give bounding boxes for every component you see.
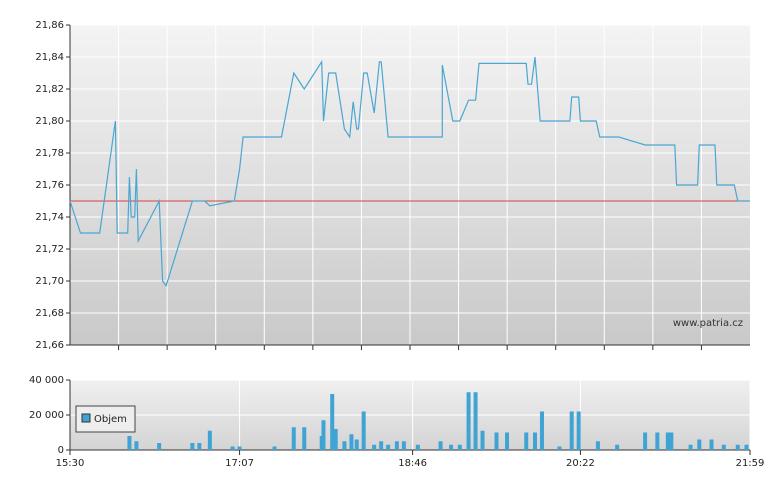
x-tick-label: 21:59 [736, 458, 765, 469]
volume-bar [321, 420, 326, 450]
volume-bar [349, 434, 354, 450]
volume-bar [557, 446, 562, 450]
volume-bar [473, 392, 478, 450]
x-tick-label: 20:22 [566, 458, 595, 469]
x-tick-label: 17:07 [225, 458, 254, 469]
y-tick-label: 21,68 [35, 308, 64, 319]
volume-bar [576, 411, 581, 450]
volume-bar [697, 439, 702, 450]
volume-bar [744, 444, 749, 450]
watermark: www.patria.cz [673, 318, 743, 329]
volume-bar [372, 444, 377, 450]
volume-bar [438, 441, 443, 450]
volume-bar [494, 432, 499, 450]
y-tick-label: 21,76 [35, 180, 64, 191]
volume-bar [354, 439, 359, 450]
volume-bar [569, 411, 574, 450]
volume-bar [735, 444, 740, 450]
x-tick-label: 15:30 [56, 458, 85, 469]
y-tick-label: 21,82 [35, 84, 64, 95]
y-tick-label: 21,72 [35, 244, 64, 255]
volume-bar [207, 430, 212, 450]
volume-bar [333, 429, 338, 450]
volume-bar [415, 444, 420, 450]
volume-bar [532, 432, 537, 450]
volume-bar [643, 432, 648, 450]
volume-bar [291, 427, 296, 450]
y-tick-label: 21,70 [35, 276, 64, 287]
volume-bar [615, 444, 620, 450]
legend: Objem [75, 405, 136, 433]
y-tick-label: 21,84 [35, 52, 64, 63]
y-tick-label: 40 000 [29, 375, 64, 386]
volume-bar [655, 432, 660, 450]
y-tick-label: 0 [58, 445, 64, 456]
volume-bar [127, 436, 132, 450]
volume-bar [539, 411, 544, 450]
volume-bar [721, 444, 726, 450]
volume-bar [709, 439, 714, 450]
y-tick-label: 21,78 [35, 148, 64, 159]
y-tick-label: 21,86 [35, 20, 64, 31]
volume-bar [394, 441, 399, 450]
volume-bar [134, 441, 139, 450]
volume-bar [330, 394, 335, 450]
volume-bar [190, 443, 195, 450]
x-tick-label: 18:46 [398, 458, 427, 469]
volume-bar [505, 432, 510, 450]
volume-bar [524, 432, 529, 450]
volume-bar [449, 444, 454, 450]
volume-bar [230, 446, 235, 450]
volume-bar [669, 432, 674, 450]
volume-bar [157, 443, 162, 450]
volume-bar [272, 446, 277, 450]
volume-bar [466, 392, 471, 450]
volume-bar [342, 441, 347, 450]
volume-bar [665, 432, 670, 450]
volume-bar [361, 411, 366, 450]
y-tick-label: 21,66 [35, 340, 64, 351]
volume-bar [379, 441, 384, 450]
volume-bar [197, 443, 202, 450]
volume-bar [457, 444, 462, 450]
volume-bar [480, 430, 485, 450]
y-tick-label: 21,74 [35, 212, 64, 223]
volume-bar [401, 441, 406, 450]
volume-bar [386, 444, 391, 450]
legend-label: Objem [94, 414, 127, 425]
volume-bar [595, 441, 600, 450]
y-tick-label: 20 000 [29, 410, 64, 421]
legend-swatch [81, 413, 91, 423]
volume-bar [688, 444, 693, 450]
volume-bar [237, 446, 242, 450]
volume-bar [302, 427, 307, 450]
price-line [69, 56, 750, 288]
y-tick-label: 21,80 [35, 116, 64, 127]
